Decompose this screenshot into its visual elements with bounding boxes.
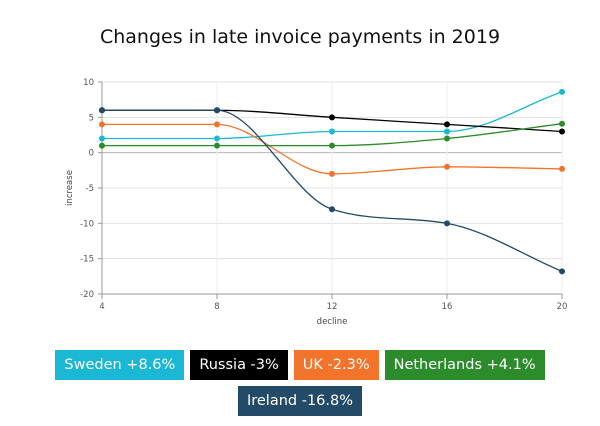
y-tick-label: 5 xyxy=(89,113,94,123)
legend-item-uk[interactable]: UK -2.3% xyxy=(293,350,379,380)
series-points xyxy=(99,88,565,275)
axes: 10 5 0 -5 -10 -15 -20 4 8 12 16 20 xyxy=(80,78,567,312)
data-point-sweden[interactable] xyxy=(329,128,335,135)
grid xyxy=(101,81,563,295)
data-point-netherlands[interactable] xyxy=(329,142,335,149)
data-point-uk[interactable] xyxy=(444,163,450,170)
legend-item-russia[interactable]: Russia -3% xyxy=(190,350,288,380)
data-point-ireland[interactable] xyxy=(559,268,565,275)
data-point-russia[interactable] xyxy=(559,128,565,135)
x-axis-label: decline xyxy=(317,317,348,327)
data-point-netherlands[interactable] xyxy=(214,142,220,149)
legend: Sweden +8.6% Russia -3% UK -2.3% Netherland… xyxy=(0,350,600,416)
data-point-netherlands[interactable] xyxy=(444,135,450,142)
x-tick-label: 16 xyxy=(442,302,453,312)
y-tick-label: -10 xyxy=(80,219,94,229)
legend-item-ireland[interactable]: Ireland -16.8% xyxy=(237,386,363,416)
data-point-sweden[interactable] xyxy=(444,128,450,135)
data-point-ireland[interactable] xyxy=(214,107,220,114)
data-point-uk[interactable] xyxy=(99,121,105,128)
x-tick-label: 4 xyxy=(99,302,104,312)
data-point-netherlands[interactable] xyxy=(559,120,565,127)
data-point-russia[interactable] xyxy=(444,121,450,128)
data-point-ireland[interactable] xyxy=(329,206,335,213)
y-tick-label: -15 xyxy=(80,255,94,265)
data-point-ireland[interactable] xyxy=(99,107,105,114)
x-tick-label: 20 xyxy=(557,302,568,312)
data-point-uk[interactable] xyxy=(214,121,220,128)
data-point-uk[interactable] xyxy=(329,170,335,177)
data-point-russia[interactable] xyxy=(329,114,335,121)
data-point-sweden[interactable] xyxy=(214,135,220,142)
y-axis-label: increase xyxy=(65,170,75,206)
y-tick-label: 10 xyxy=(83,78,94,88)
legend-item-sweden[interactable]: Sweden +8.6% xyxy=(55,350,185,380)
data-point-sweden[interactable] xyxy=(559,88,565,95)
data-point-uk[interactable] xyxy=(559,165,565,172)
y-tick-label: -5 xyxy=(86,184,94,194)
data-point-sweden[interactable] xyxy=(99,135,105,142)
chart-title: Changes in late invoice payments in 2019 xyxy=(99,26,501,48)
legend-item-netherlands[interactable]: Netherlands +4.1% xyxy=(384,350,545,380)
x-tick-label: 8 xyxy=(214,302,219,312)
x-tick-label: 12 xyxy=(327,302,338,312)
data-point-netherlands[interactable] xyxy=(99,142,105,149)
data-point-ireland[interactable] xyxy=(444,220,450,227)
y-tick-label: -20 xyxy=(80,290,94,300)
y-tick-label: 0 xyxy=(89,149,94,159)
